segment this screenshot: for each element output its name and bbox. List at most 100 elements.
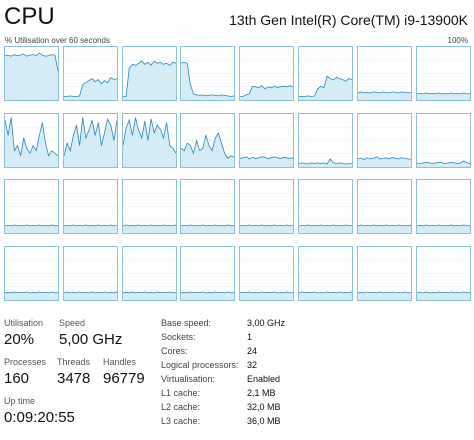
core-graph[interactable] [180,46,236,101]
core-utilisation-sparkline [299,126,352,167]
core-graph[interactable] [121,112,177,168]
graph-max-label: 100% [447,36,468,45]
detail-label-l3-cache: L3 cache: [161,416,201,426]
core-utilisation-sparkline [5,193,58,234]
logical-processor-graphs[interactable] [4,46,471,301]
uptime-value: 0:09:20:55 [4,409,75,426]
core-utilisation-line [181,131,235,159]
core-graph[interactable] [4,112,59,168]
core-graph[interactable] [62,46,118,101]
detail-value-l1-cache: 2,1 MB [247,388,276,398]
core-graph[interactable] [356,46,412,101]
core-utilisation-line [299,157,352,165]
handles-label: Handles [103,357,137,367]
core-utilisation-sparkline [240,126,294,167]
core-graph[interactable] [356,112,412,168]
detail-value-l2-cache: 32,0 MB [247,402,281,412]
core-utilisation-sparkline [240,259,294,300]
core-utilisation-line [122,60,176,97]
core-graph[interactable] [356,245,412,301]
core-graph[interactable] [62,245,118,301]
core-utilisation-area [5,225,58,234]
detail-label-l2-cache: L2 cache: [161,402,201,412]
core-graph[interactable] [62,179,118,235]
core-graph[interactable] [121,179,177,235]
core-graph[interactable] [415,179,471,235]
detail-value-sockets: 1 [247,332,253,342]
core-utilisation-area [122,60,176,100]
core-utilisation-line [416,291,470,294]
core-utilisation-area [181,225,235,234]
core-utilisation-line [181,61,235,97]
detail-value-virtualisation: Enabled [247,374,281,384]
core-graph[interactable] [180,179,236,235]
detail-value-cores: 24 [247,346,258,356]
core-graph[interactable] [356,179,412,235]
core-graph[interactable] [180,112,236,168]
utilisation-label: Utilisation [4,318,44,328]
core-utilisation-line [357,224,411,227]
core-graph[interactable] [298,179,353,235]
core-graph[interactable] [4,245,59,301]
core-utilisation-sparkline [299,193,352,234]
core-graph[interactable] [4,179,59,235]
detail-label-l1-cache: L1 cache: [161,388,201,398]
core-utilisation-area [416,92,470,100]
detail-label-logical-processors: Logical processors: [161,360,239,370]
core-utilisation-line [122,117,176,154]
core-utilisation-sparkline [299,259,352,300]
threads-label: Threads [57,357,91,367]
page-title: CPU [4,3,55,30]
core-utilisation-area [357,291,411,300]
core-graph[interactable] [415,46,471,101]
core-utilisation-sparkline [181,60,235,100]
detail-label-sockets: Sockets: [161,332,196,342]
core-utilisation-line [299,224,352,227]
core-utilisation-area [122,291,176,300]
core-utilisation-line [416,224,470,227]
core-utilisation-line [181,291,235,294]
core-graph[interactable] [415,245,471,301]
core-graph[interactable] [62,112,118,168]
core-graph[interactable] [298,112,353,168]
core-utilisation-area [299,76,352,100]
core-graph[interactable] [239,112,295,168]
detail-value-base-speed: 3,00 GHz [247,318,286,328]
core-graph[interactable] [298,245,353,301]
core-utilisation-sparkline [240,60,294,100]
uptime-label: Up time [4,396,36,406]
core-utilisation-area [240,225,294,234]
core-graph[interactable] [298,46,353,101]
core-utilisation-sparkline [416,193,470,234]
core-utilisation-sparkline [181,126,235,167]
core-utilisation-sparkline [63,117,117,167]
core-utilisation-area [122,117,176,167]
detail-label-virtualisation: Virtualisation: [161,374,215,384]
core-utilisation-line [5,291,58,294]
core-graph[interactable] [239,179,295,235]
core-graph[interactable] [121,46,177,101]
core-graph[interactable] [121,245,177,301]
core-utilisation-line [299,75,352,97]
detail-value-logical-processors: 32 [247,360,258,370]
core-graph[interactable] [239,46,295,101]
core-utilisation-area [5,117,58,167]
core-utilisation-area [5,291,58,300]
core-graph[interactable] [239,245,295,301]
graph-caption: % Utilisation over 60 seconds [5,36,110,45]
core-graph[interactable] [4,46,59,101]
core-utilisation-sparkline [122,259,176,300]
core-utilisation-sparkline [5,52,58,100]
core-utilisation-sparkline [181,193,235,234]
core-utilisation-area [181,62,235,100]
detail-label-cores: Cores: [161,346,188,356]
core-utilisation-sparkline [122,60,176,100]
core-utilisation-area [240,85,294,100]
core-graph[interactable] [180,245,236,301]
core-utilisation-line [63,117,117,156]
core-graph[interactable] [415,112,471,168]
core-utilisation-sparkline [63,60,117,100]
core-utilisation-area [181,291,235,300]
core-utilisation-line [63,224,117,227]
core-utilisation-line [122,291,176,294]
